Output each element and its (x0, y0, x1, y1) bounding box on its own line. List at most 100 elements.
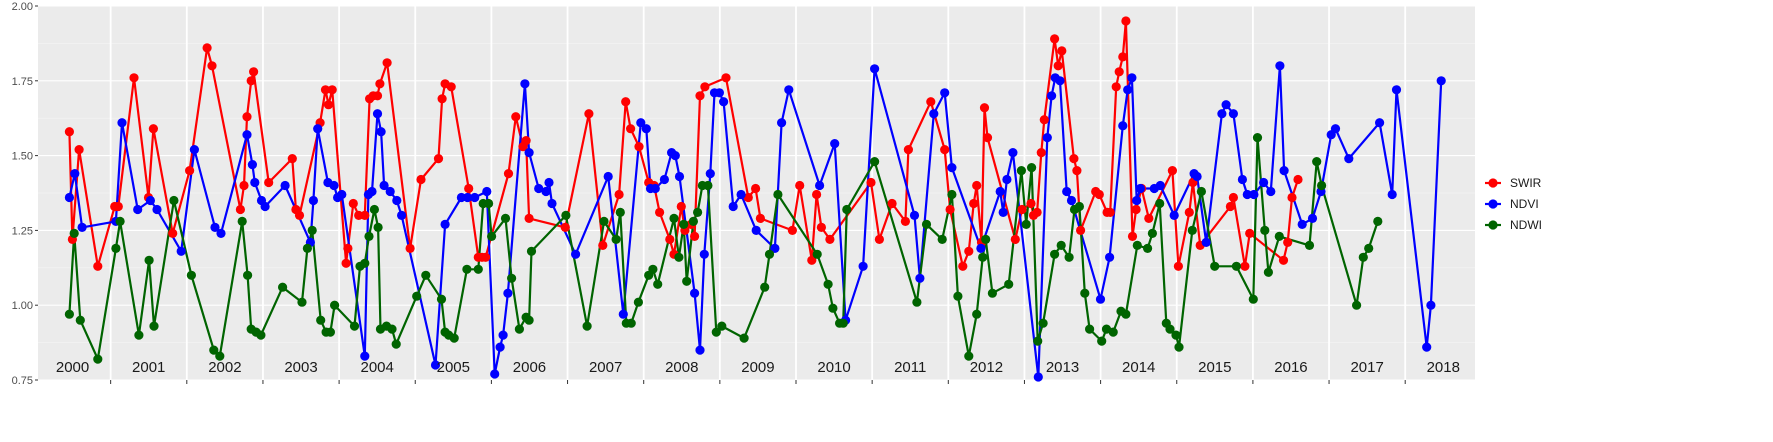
data-point-swir (242, 112, 252, 122)
data-point-swir (235, 204, 245, 215)
data-point-ndvi (1135, 183, 1145, 194)
data-point-ndwi (773, 189, 783, 200)
data-point-swir (93, 261, 103, 271)
data-point-swir (755, 213, 766, 223)
data-point-swir (1069, 154, 1079, 164)
data-point-ndvi (152, 204, 162, 215)
data-point-swir (1144, 213, 1154, 223)
year-label: 2004 (360, 359, 393, 376)
year-label: 2006 (513, 359, 546, 376)
data-point-swir (294, 210, 305, 220)
data-point-ndwi (1260, 225, 1270, 235)
data-point-swir (433, 154, 444, 164)
data-point-ndwi (487, 231, 497, 241)
data-point-ndwi (349, 321, 360, 331)
year-label: 2000 (56, 359, 89, 376)
data-point-swir (621, 97, 631, 107)
year-label: 2009 (741, 359, 774, 376)
data-point-swir (64, 127, 74, 137)
data-point-ndvi (430, 360, 441, 370)
data-point-ndvi (1242, 189, 1252, 200)
data-point-ndvi (1344, 154, 1354, 164)
data-point-ndvi (1259, 177, 1269, 188)
data-point-ndvi (784, 85, 794, 95)
data-point-ndvi (260, 201, 270, 212)
data-point-ndvi (603, 171, 613, 182)
data-point-swir (945, 204, 955, 215)
data-point-swir (743, 192, 753, 203)
data-point-ndwi (674, 252, 684, 262)
year-label: 2014 (1122, 359, 1155, 376)
year-label: 2005 (437, 359, 470, 376)
data-point-ndvi (247, 160, 257, 170)
data-point-ndwi (302, 243, 312, 253)
data-point-ndwi (812, 249, 822, 259)
data-point-swir (168, 228, 178, 238)
data-point-ndvi (242, 130, 252, 140)
data-point-swir (1114, 67, 1124, 77)
data-point-ndvi (1132, 195, 1142, 206)
data-point-swir (969, 198, 979, 209)
data-point-ndvi (705, 169, 715, 179)
data-point-ndwi (373, 222, 383, 232)
data-point-ndwi (169, 195, 179, 206)
data-point-ndwi (412, 291, 422, 301)
data-point-swir (874, 234, 885, 244)
data-point-swir (323, 100, 334, 110)
data-point-ndwi (484, 198, 494, 209)
data-point-swir (327, 85, 337, 95)
data-point-ndwi (1143, 243, 1153, 253)
data-point-swir (1076, 225, 1086, 235)
data-point-swir (1278, 255, 1289, 265)
data-point-swir (676, 201, 686, 212)
data-point-ndvi (940, 88, 950, 98)
data-point-ndvi (751, 225, 761, 235)
data-point-swir (464, 183, 474, 194)
data-point-ndvi (376, 127, 386, 137)
data-point-ndwi (921, 219, 932, 229)
data-point-ndwi (978, 252, 988, 262)
data-point-ndwi (1085, 324, 1095, 334)
data-point-ndwi (1171, 330, 1181, 340)
data-point-swir (1094, 189, 1104, 200)
data-point-ndwi (838, 318, 848, 328)
y-axis: 0.75 1.00 1.25 1.50 1.75 2.00 (12, 1, 38, 387)
data-point-swir (1118, 52, 1128, 62)
year-label: 2003 (284, 359, 317, 376)
data-point-ndwi (582, 321, 592, 331)
data-point-ndwi (912, 297, 922, 307)
data-point-swir (446, 82, 456, 92)
data-point-ndwi (717, 321, 727, 331)
data-point-swir (503, 169, 514, 179)
data-point-ndvi (367, 186, 377, 197)
data-point-swir (1287, 192, 1297, 203)
data-point-ndwi (75, 315, 85, 325)
data-point-ndvi (1422, 342, 1432, 352)
data-point-ndvi (659, 174, 670, 185)
data-point-ndvi (1275, 61, 1285, 71)
data-point-swir (481, 252, 491, 262)
data-point-ndvi (830, 139, 840, 149)
legend-key-point-swir (1488, 178, 1498, 188)
data-point-swir (405, 243, 415, 253)
data-point-swir (695, 91, 705, 101)
data-point-ndvi (117, 118, 127, 128)
data-point-ndwi (1027, 163, 1037, 173)
data-point-ndvi (329, 180, 339, 191)
data-point-ndwi (611, 234, 621, 244)
data-point-swir (690, 231, 700, 241)
data-point-ndvi (462, 192, 473, 203)
data-point-swir (1017, 204, 1027, 215)
data-point-swir (287, 154, 297, 164)
data-point-ndvi (133, 204, 143, 215)
data-point-ndvi (1008, 148, 1018, 158)
data-point-ndvi (1118, 121, 1128, 131)
data-point-swir (807, 255, 817, 265)
data-point-ndwi (1097, 336, 1107, 346)
data-point-swir (940, 145, 950, 155)
year-label: 2001 (132, 359, 165, 376)
data-point-ndwi (1196, 186, 1206, 197)
data-point-ndvi (777, 118, 787, 128)
data-point-swir (1105, 207, 1115, 217)
